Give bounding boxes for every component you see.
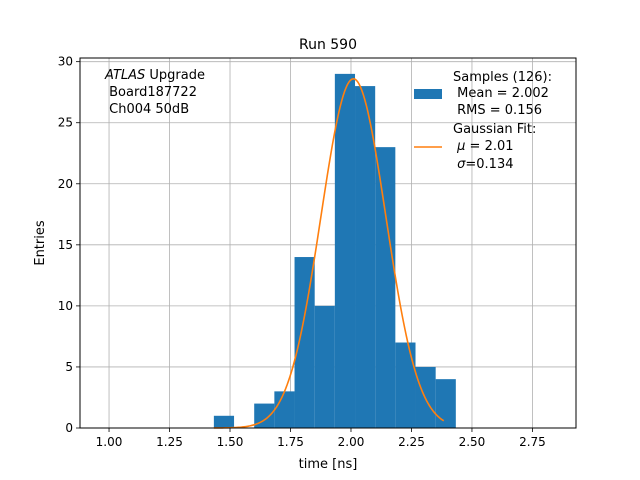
histogram-bars [213, 73, 456, 429]
y-tick-label: 0 [65, 421, 73, 435]
plot-frame [79, 57, 577, 429]
y-tick-label: 5 [65, 360, 73, 374]
x-tick-label: 2.25 [398, 435, 425, 449]
legend: Samples (126): Mean = 2.002 RMS = 0.156 … [414, 70, 552, 172]
y-axis-ticks: 0 5 10 15 20 25 30 [58, 55, 80, 435]
annotation-line-1: ATLAS Upgrade [104, 68, 205, 83]
histogram-bar [395, 342, 416, 428]
histogram-bar [294, 257, 315, 428]
y-tick-label: 30 [58, 55, 73, 69]
y-tick-label: 20 [58, 177, 73, 191]
histogram-bar [314, 305, 335, 428]
histogram-bar [375, 147, 396, 428]
y-axis-label: Entries [33, 220, 48, 266]
x-tick-label: 2.00 [338, 435, 365, 449]
y-tick-label: 25 [58, 116, 73, 130]
sigma-value: =0.134 [465, 157, 513, 172]
x-axis-ticks: 1.00 1.25 1.50 1.75 2.00 2.25 2.50 2.75 [96, 428, 546, 449]
mu-symbol: μ [456, 139, 465, 154]
gaussian-fit-curve [213, 77, 445, 429]
histogram-bar [435, 379, 456, 428]
x-tick-label: 1.75 [277, 435, 304, 449]
chart-title: Run 590 [299, 37, 357, 53]
sigma-symbol: σ [457, 157, 466, 172]
x-tick-label: 1.50 [217, 435, 244, 449]
legend-fit-mu: μ = 2.01 [453, 139, 514, 154]
legend-fit-sigma: σ=0.134 [453, 157, 514, 172]
y-tick-label: 15 [58, 238, 73, 252]
legend-samples-mean: Mean = 2.002 [453, 86, 549, 101]
histogram-bar [213, 415, 235, 428]
atlas-italic: ATLAS [104, 68, 145, 83]
annotation-line-3: Ch004 50dB [105, 102, 189, 117]
x-tick-label: 1.25 [156, 435, 183, 449]
mu-value: = 2.01 [465, 139, 513, 154]
upgrade-text: Upgrade [145, 68, 205, 83]
x-tick-label: 1.00 [96, 435, 123, 449]
legend-samples-rms: RMS = 0.156 [453, 103, 542, 118]
histogram-bar [334, 73, 356, 429]
legend-fit-title: Gaussian Fit: [453, 122, 536, 137]
y-tick-label: 10 [58, 299, 73, 313]
gaussian-fit [213, 77, 445, 429]
x-tick-label: 2.50 [459, 435, 486, 449]
legend-samples-title: Samples (126): [453, 70, 552, 85]
x-tick-label: 2.75 [519, 435, 546, 449]
annotation-box: ATLAS Upgrade Board187722 Ch004 50dB [104, 68, 205, 117]
legend-swatch-samples [414, 89, 442, 99]
histogram-bar [274, 391, 295, 428]
histogram-bar [355, 86, 376, 428]
x-axis-label: time [ns] [299, 457, 358, 472]
annotation-line-2: Board187722 [105, 85, 197, 100]
histogram-bar [254, 403, 275, 428]
